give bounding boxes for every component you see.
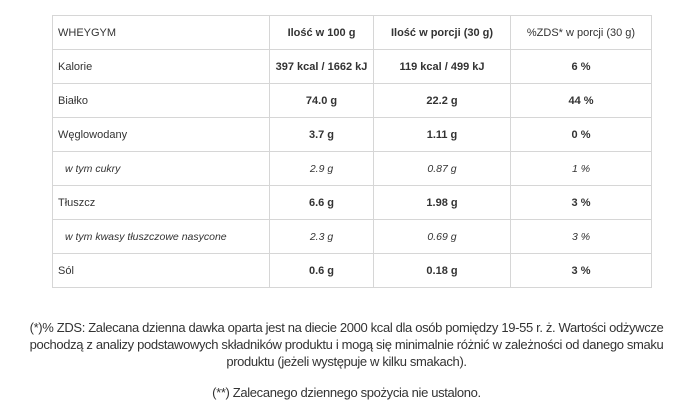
table-row: Kalorie 397 kcal / 1662 kJ 119 kcal / 499 … xyxy=(52,49,652,84)
row-label: Węglowodany xyxy=(52,117,270,152)
value-per-100g: 74.0 g xyxy=(269,83,374,118)
value-per-portion: 1.11 g xyxy=(373,117,511,152)
value-per-100g: 3.7 g xyxy=(269,117,374,152)
value-per-portion: 0.18 g xyxy=(373,253,511,288)
value-per-100g: 2.3 g xyxy=(269,219,374,254)
footnote-line: produktu (jeżeli występuje w kilku smaka… xyxy=(226,354,467,369)
value-per-portion: 22.2 g xyxy=(373,83,511,118)
value-per-portion: 0.87 g xyxy=(373,151,511,186)
table-row: w tym kwasy tłuszczowe nasycone 2.3 g 0.69… xyxy=(52,219,652,254)
row-label: Sól xyxy=(52,253,270,288)
value-zds: 44 % xyxy=(510,83,652,118)
nutrition-table: WHEYGYM Ilość w 100 g Ilość w porcji (30… xyxy=(52,15,652,288)
header-product: WHEYGYM xyxy=(52,15,270,50)
value-per-portion: 119 kcal / 499 kJ xyxy=(373,49,511,84)
header-per-100g: Ilość w 100 g xyxy=(269,15,374,50)
value-zds: 3 % xyxy=(510,219,652,254)
row-label: w tym kwasy tłuszczowe nasycone xyxy=(52,219,270,254)
footnote-no-rda: (**) Zalecanego dziennego spożycia nie u… xyxy=(0,384,693,401)
value-zds: 3 % xyxy=(510,253,652,288)
table-header-row: WHEYGYM Ilość w 100 g Ilość w porcji (30… xyxy=(52,15,652,50)
value-zds: 1 % xyxy=(510,151,652,186)
value-per-portion: 0.69 g xyxy=(373,219,511,254)
header-per-portion: Ilość w porcji (30 g) xyxy=(373,15,511,50)
footnote-line: (*)% ZDS: Zalecana dzienna dawka oparta … xyxy=(29,320,664,335)
row-label: Białko xyxy=(52,83,270,118)
value-zds: 6 % xyxy=(510,49,652,84)
value-per-100g: 2.9 g xyxy=(269,151,374,186)
value-zds: 0 % xyxy=(510,117,652,152)
row-label: w tym cukry xyxy=(52,151,270,186)
value-per-100g: 0.6 g xyxy=(269,253,374,288)
table-row: Białko 74.0 g 22.2 g 44 % xyxy=(52,83,652,118)
row-label: Kalorie xyxy=(52,49,270,84)
value-per-100g: 397 kcal / 1662 kJ xyxy=(269,49,374,84)
header-zds: %ZDS* w porcji (30 g) xyxy=(510,15,652,50)
footnote-line: pochodzą z analizy podstawowych składnik… xyxy=(29,337,664,352)
footnote-line: (**) Zalecanego dziennego spożycia nie u… xyxy=(212,385,481,400)
row-label: Tłuszcz xyxy=(52,185,270,220)
value-per-100g: 6.6 g xyxy=(269,185,374,220)
value-zds: 3 % xyxy=(510,185,652,220)
value-per-portion: 1.98 g xyxy=(373,185,511,220)
footnote-zds: (*)% ZDS: Zalecana dzienna dawka oparta … xyxy=(0,319,693,370)
